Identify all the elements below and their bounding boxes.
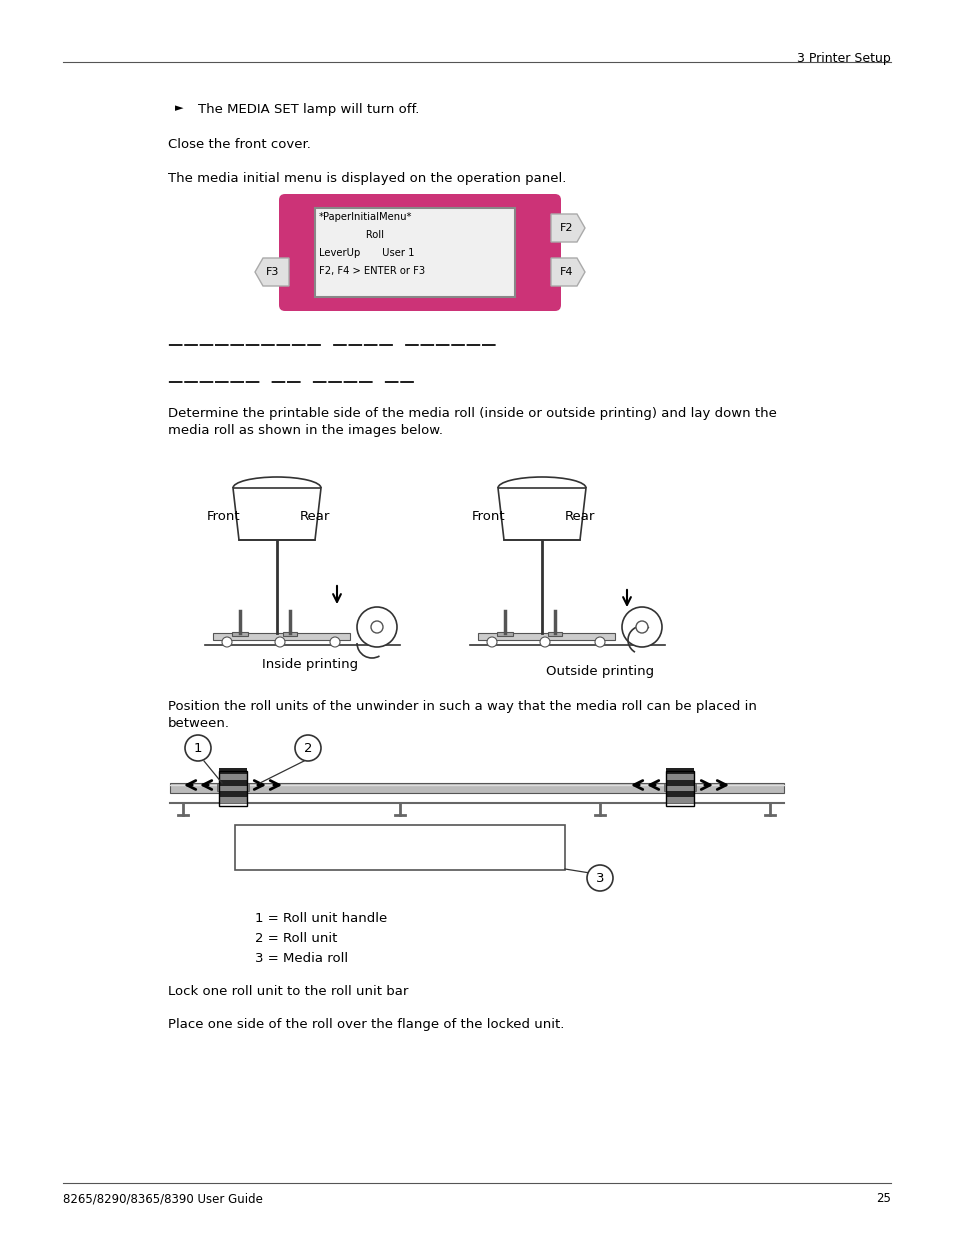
Text: Lock one roll unit to the roll unit bar: Lock one roll unit to the roll unit bar — [168, 986, 408, 998]
Text: Position the roll units of the unwinder in such a way that the media roll can be: Position the roll units of the unwinder … — [168, 700, 756, 730]
Polygon shape — [497, 488, 585, 540]
Bar — [663, 783, 696, 790]
Circle shape — [539, 637, 550, 647]
Text: 8265/8290/8365/8390 User Guide: 8265/8290/8365/8390 User Guide — [63, 1192, 263, 1205]
Bar — [219, 771, 247, 806]
Bar — [219, 792, 247, 797]
Text: F2: F2 — [559, 224, 573, 233]
Text: 1 = Roll unit handle: 1 = Roll unit handle — [254, 911, 387, 925]
Bar — [232, 632, 248, 636]
Circle shape — [586, 864, 613, 890]
Bar — [314, 207, 515, 296]
Bar — [219, 785, 247, 792]
Text: The MEDIA SET lamp will turn off.: The MEDIA SET lamp will turn off. — [198, 103, 419, 116]
Bar — [219, 768, 247, 774]
Bar — [497, 632, 513, 636]
Polygon shape — [551, 214, 584, 242]
Bar — [283, 632, 296, 636]
Bar — [665, 779, 693, 785]
Text: Outside printing: Outside printing — [545, 664, 654, 678]
Polygon shape — [254, 258, 289, 287]
Text: 1: 1 — [193, 741, 202, 755]
Text: F4: F4 — [559, 267, 573, 277]
Circle shape — [274, 637, 285, 647]
Text: ——————————  ————  ——————: —————————— ———— —————— — [168, 337, 496, 352]
Bar — [213, 634, 350, 640]
Text: Inside printing: Inside printing — [262, 658, 357, 671]
Text: LeverUp       User 1: LeverUp User 1 — [318, 248, 414, 258]
Text: *PaperInitialMenu*: *PaperInitialMenu* — [318, 212, 412, 222]
Text: The media initial menu is displayed on the operation panel.: The media initial menu is displayed on t… — [168, 172, 566, 185]
Text: 25: 25 — [875, 1192, 890, 1205]
Circle shape — [294, 735, 320, 761]
Circle shape — [356, 606, 396, 647]
Text: Determine the printable side of the media roll (inside or outside printing) and : Determine the printable side of the medi… — [168, 408, 776, 437]
Circle shape — [486, 637, 497, 647]
Text: Close the front cover.: Close the front cover. — [168, 138, 311, 151]
Text: 3 = Media roll: 3 = Media roll — [254, 952, 348, 965]
Text: Rear: Rear — [299, 510, 330, 522]
Bar — [665, 774, 693, 779]
Bar — [665, 768, 693, 774]
Circle shape — [636, 621, 647, 634]
Polygon shape — [551, 258, 584, 287]
Bar — [234, 825, 564, 869]
Bar — [477, 634, 615, 640]
Text: 2 = Roll unit: 2 = Roll unit — [254, 932, 337, 945]
Bar — [170, 783, 783, 793]
Bar — [547, 632, 561, 636]
Circle shape — [185, 735, 211, 761]
Circle shape — [371, 621, 382, 634]
Bar — [665, 792, 693, 797]
Text: F3: F3 — [266, 267, 279, 277]
Circle shape — [621, 606, 661, 647]
FancyBboxPatch shape — [278, 194, 560, 311]
Polygon shape — [233, 488, 320, 540]
Text: Front: Front — [472, 510, 505, 522]
Text: ►: ► — [174, 103, 183, 112]
Bar — [665, 797, 693, 803]
Text: F2, F4 > ENTER or F3: F2, F4 > ENTER or F3 — [318, 266, 425, 275]
Bar — [665, 771, 693, 806]
Circle shape — [595, 637, 604, 647]
Text: Front: Front — [207, 510, 240, 522]
Text: Place one side of the roll over the flange of the locked unit.: Place one side of the roll over the flan… — [168, 1018, 564, 1031]
Text: Rear: Rear — [564, 510, 595, 522]
Circle shape — [330, 637, 339, 647]
Text: 3: 3 — [595, 872, 603, 884]
Text: Roll: Roll — [318, 230, 384, 240]
Circle shape — [222, 637, 232, 647]
Bar — [665, 785, 693, 792]
Bar — [219, 774, 247, 779]
Bar — [216, 783, 249, 790]
Bar — [219, 779, 247, 785]
Bar — [219, 797, 247, 803]
Text: ——————  ——  ————  ——: —————— —— ———— —— — [168, 374, 415, 389]
Text: 2: 2 — [303, 741, 312, 755]
Text: 3 Printer Setup: 3 Printer Setup — [797, 52, 890, 65]
